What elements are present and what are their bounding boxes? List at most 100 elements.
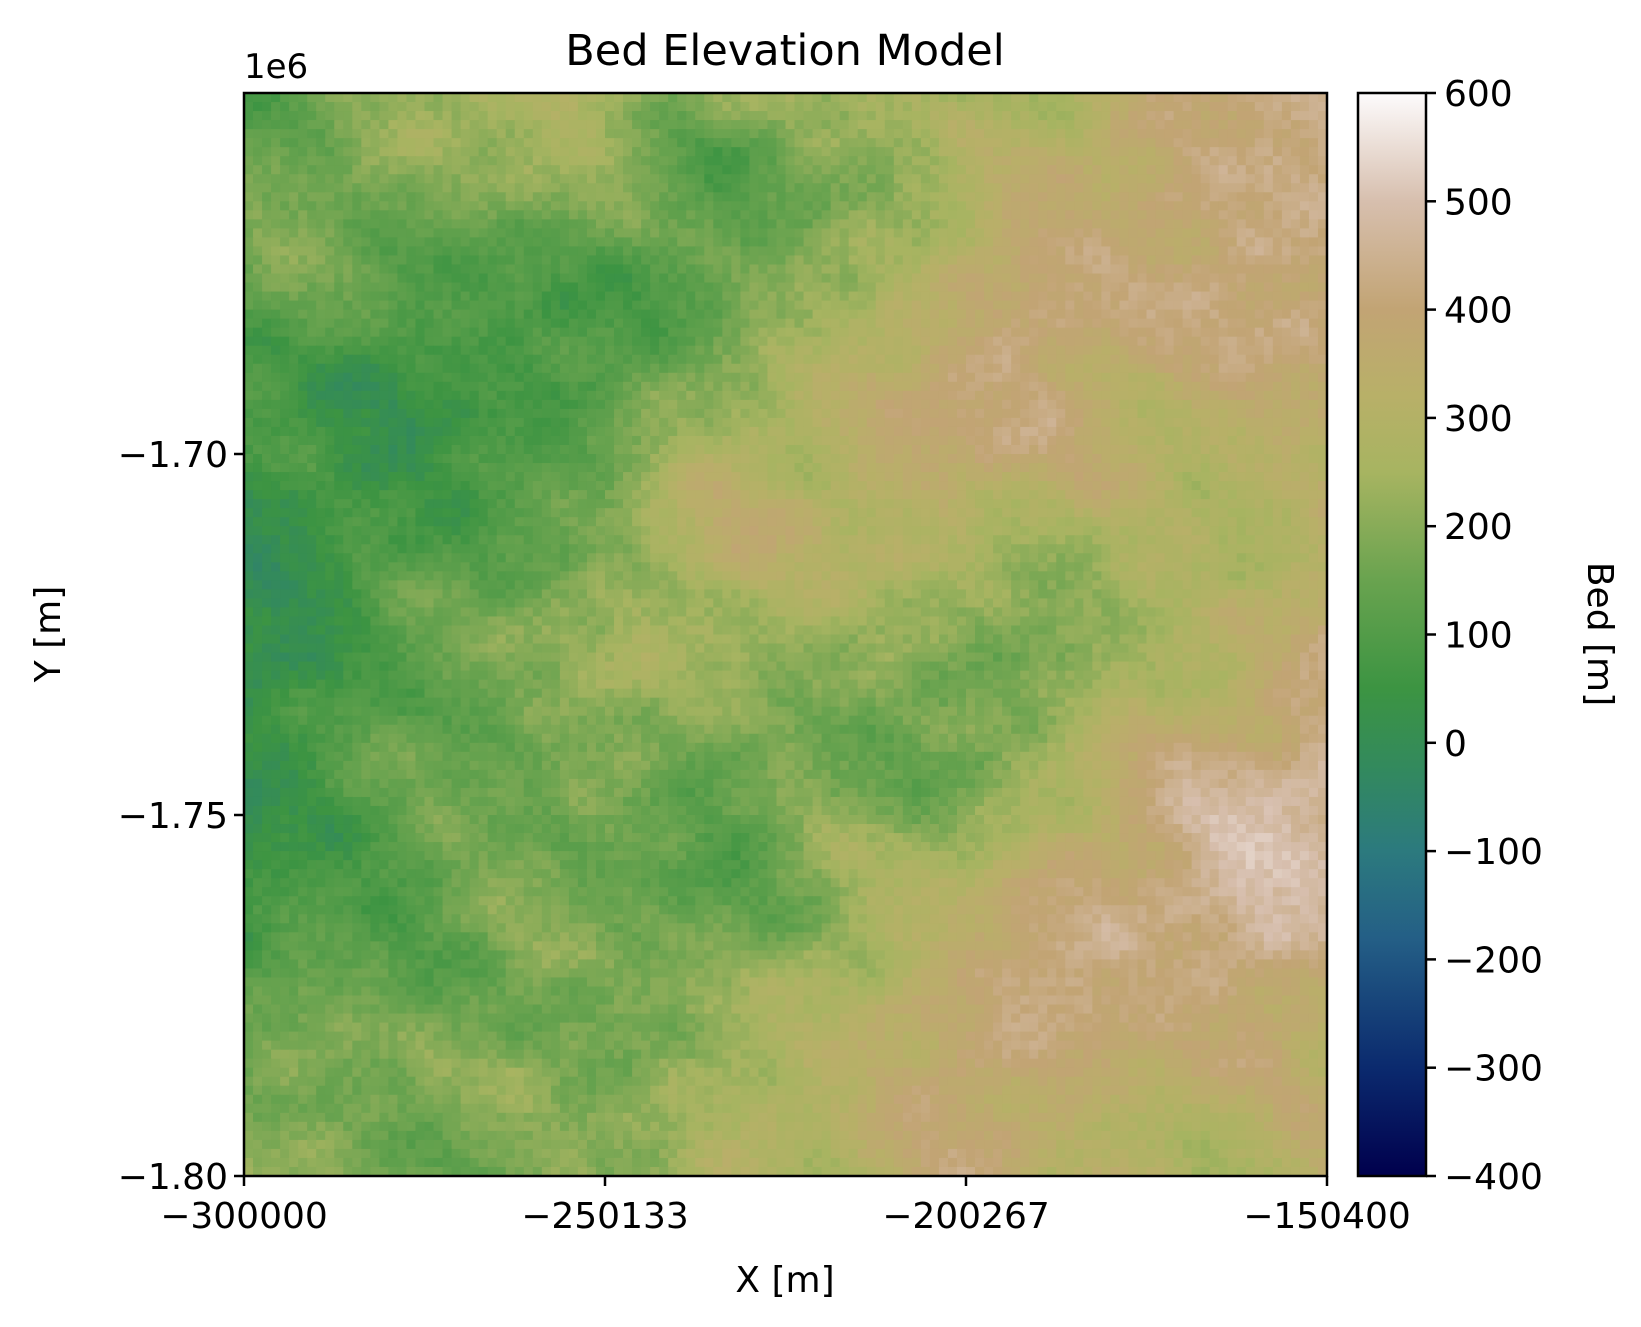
heatmap-cell xyxy=(830,165,841,175)
heatmap-cell xyxy=(253,345,263,356)
heatmap-cell xyxy=(993,219,1003,229)
heatmap-cell xyxy=(1272,183,1283,193)
heatmap-cell xyxy=(1155,111,1166,121)
heatmap-cell xyxy=(731,463,741,473)
heatmap-cell xyxy=(1065,192,1075,202)
heatmap-cell xyxy=(1245,228,1256,239)
heatmap-cell xyxy=(1209,228,1220,239)
heatmap-cell xyxy=(442,435,453,446)
heatmap-cell xyxy=(848,372,859,383)
heatmap-cell xyxy=(1101,381,1112,392)
heatmap-cell xyxy=(388,372,399,383)
heatmap-cell xyxy=(695,120,705,130)
heatmap-cell xyxy=(1146,363,1157,374)
heatmap-cell xyxy=(343,93,353,103)
heatmap-cell xyxy=(614,435,624,446)
heatmap-cell xyxy=(686,327,696,338)
heatmap-cell xyxy=(1191,111,1202,121)
heatmap-cell xyxy=(677,129,687,139)
heatmap-cell xyxy=(541,138,552,148)
heatmap-cell xyxy=(514,165,525,175)
heatmap-cell xyxy=(785,165,796,175)
heatmap-cell xyxy=(595,246,606,257)
heatmap-cell xyxy=(839,354,850,365)
heatmap-cell xyxy=(1083,390,1093,401)
heatmap-cell xyxy=(424,354,435,365)
heatmap-cell xyxy=(993,273,1003,284)
heatmap-cell xyxy=(1110,129,1121,139)
heatmap-cell xyxy=(1182,417,1193,428)
heatmap-cell xyxy=(920,201,931,211)
heatmap-cell xyxy=(623,435,633,446)
heatmap-cell xyxy=(379,255,390,266)
heatmap-cell xyxy=(1182,309,1193,320)
heatmap-cell xyxy=(1254,237,1265,248)
heatmap-cell xyxy=(415,192,426,202)
heatmap-cell xyxy=(929,165,940,175)
heatmap-cell xyxy=(1200,454,1211,464)
heatmap-cell xyxy=(469,381,480,392)
heatmap-cell xyxy=(758,228,769,239)
heatmap-cell xyxy=(307,345,317,356)
heatmap-cell xyxy=(568,282,579,293)
heatmap-cell xyxy=(1092,138,1102,148)
heatmap-cell xyxy=(911,147,922,157)
heatmap-cell xyxy=(875,390,886,401)
heatmap-cell xyxy=(334,219,344,229)
heatmap-cell xyxy=(406,282,417,293)
heatmap-cell xyxy=(379,93,390,103)
heatmap-cell xyxy=(505,363,516,374)
heatmap-cell xyxy=(1173,219,1184,229)
heatmap-cell xyxy=(1065,129,1075,139)
heatmap-cell xyxy=(794,219,805,229)
heatmap-cell xyxy=(379,390,390,401)
heatmap-cell xyxy=(1146,381,1157,392)
heatmap-cell xyxy=(1164,255,1175,266)
heatmap-cell xyxy=(893,264,904,275)
heatmap-cell xyxy=(758,147,769,157)
heatmap-cell xyxy=(514,282,525,293)
heatmap-cell xyxy=(632,165,642,175)
heatmap-cell xyxy=(1020,147,1030,157)
heatmap-cell xyxy=(740,183,751,193)
heatmap-cell xyxy=(397,129,408,139)
heatmap-cell xyxy=(1119,336,1130,347)
heatmap-cell xyxy=(902,454,913,464)
heatmap-cell xyxy=(632,93,642,103)
heatmap-cell xyxy=(1191,390,1202,401)
heatmap-cell xyxy=(433,363,444,374)
heatmap-cell xyxy=(514,246,525,257)
heatmap-cell xyxy=(785,192,796,202)
heatmap-cell xyxy=(713,345,723,356)
heatmap-cell xyxy=(550,300,561,311)
heatmap-cell xyxy=(659,318,669,329)
heatmap-cell xyxy=(1146,399,1157,410)
heatmap-cell xyxy=(1029,300,1039,311)
heatmap-cell xyxy=(767,336,778,347)
heatmap-cell xyxy=(911,138,922,148)
heatmap-cell xyxy=(704,93,714,103)
heatmap-cell xyxy=(668,345,678,356)
heatmap-cell xyxy=(1317,454,1327,464)
heatmap-cell xyxy=(361,318,371,329)
heatmap-cell xyxy=(938,138,949,148)
heatmap-cell xyxy=(821,399,832,410)
heatmap-cell xyxy=(415,426,426,437)
heatmap-cell xyxy=(966,255,976,266)
heatmap-cell xyxy=(514,201,525,211)
heatmap-cell xyxy=(298,192,308,202)
heatmap-cell xyxy=(1254,183,1265,193)
heatmap-cell xyxy=(884,237,895,248)
heatmap-cell xyxy=(722,354,732,365)
heatmap-cell xyxy=(505,201,516,211)
heatmap-cell xyxy=(650,463,660,473)
heatmap-cell xyxy=(532,156,543,166)
heatmap-cell xyxy=(505,120,516,130)
heatmap-cell xyxy=(514,219,525,229)
heatmap-cell xyxy=(1002,156,1012,166)
heatmap-cell xyxy=(785,237,796,248)
heatmap-cell xyxy=(523,336,534,347)
heatmap-cell xyxy=(370,318,380,329)
heatmap-cell xyxy=(1128,454,1139,464)
heatmap-cell xyxy=(1200,309,1211,320)
